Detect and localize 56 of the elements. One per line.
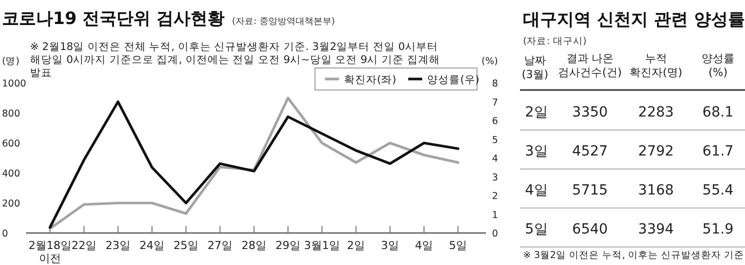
chart-title: 코로나19 전국단위 검사현황 [2, 9, 224, 29]
x-tick-label: 3월1일 [304, 239, 340, 252]
y2-tick-label: 7 [492, 97, 498, 108]
y2-tick-label: 8 [492, 78, 498, 90]
y-tick-label: 600 [2, 138, 20, 150]
y2-tick-label: 0 [492, 228, 498, 240]
chart-subtitle: (자료: 중앙방역대책본부) [232, 17, 335, 27]
x-tick-label: 25일 [174, 239, 198, 252]
y-tick-label: 200 [2, 198, 20, 210]
x-tick-label: 2월18일 이전 [28, 239, 72, 265]
data-label: 51.9 [702, 222, 734, 238]
x-tick-label: 누적 확진자(명) [630, 52, 682, 79]
data-label: 3168 [638, 182, 674, 198]
x-tick-label: 23일 [106, 239, 130, 252]
data-label: 3350 [572, 104, 608, 120]
chart-subtitle: (자료: 대구시) [523, 36, 587, 47]
y-tick-label: 4일 [525, 182, 548, 198]
data-label: 55.4 [702, 182, 734, 198]
x-tick-label: 27일 [208, 239, 232, 252]
data-label: 3394 [638, 222, 674, 238]
y-tick-label: 1000 [2, 78, 26, 90]
y-axis-title: 날짜 (3월) [522, 54, 548, 81]
text: ※ 3월2일 이전은 누적, 이후는 신규발생환자 기준 [523, 250, 744, 261]
y-axis-title: (명) [2, 56, 20, 67]
y2-tick-label: 4 [492, 154, 498, 164]
legend-label: 양성률(우) [427, 74, 480, 86]
data-label: 61.7 [702, 144, 734, 160]
x-tick-label: 28일 [242, 239, 266, 252]
y2-axis-title: (%) [482, 56, 498, 67]
x-tick-label: 4일 [415, 239, 433, 252]
y-tick-label: 0 [2, 228, 8, 240]
x-tick-label: 24일 [140, 239, 164, 252]
y2-tick-label: 6 [492, 116, 498, 127]
data-label: 4527 [572, 144, 608, 160]
data-label: 2283 [638, 104, 674, 120]
x-tick-label: 29일 [276, 239, 300, 252]
data-label: 5715 [572, 182, 608, 198]
x-tick-label: 양성률 (%) [702, 52, 734, 79]
y2-tick-label: 2 [492, 191, 498, 202]
x-tick-label: 2일 [347, 239, 365, 252]
chart-title: 대구지역 신천지 관련 양성률 [523, 10, 745, 30]
y-tick-label: 800 [2, 108, 20, 120]
x-tick-label: 3일 [381, 239, 399, 252]
y2-tick-label: 5 [492, 134, 498, 146]
x-tick-label: 22일 [72, 239, 96, 252]
data-label: 6540 [572, 222, 608, 238]
y-tick-label: 5일 [525, 222, 548, 238]
x-tick-label: 결과 나온 검사건수(건) [558, 52, 622, 79]
data-label: 2792 [638, 144, 674, 160]
y-tick-label: 3일 [525, 144, 548, 160]
y-tick-label: 400 [2, 168, 20, 180]
y2-tick-label: 3 [492, 172, 498, 184]
y2-tick-label: 1 [492, 210, 498, 221]
y-tick-label: 2일 [525, 104, 548, 120]
x-tick-label: 5일 [449, 239, 467, 252]
data-label: 68.1 [702, 104, 734, 120]
